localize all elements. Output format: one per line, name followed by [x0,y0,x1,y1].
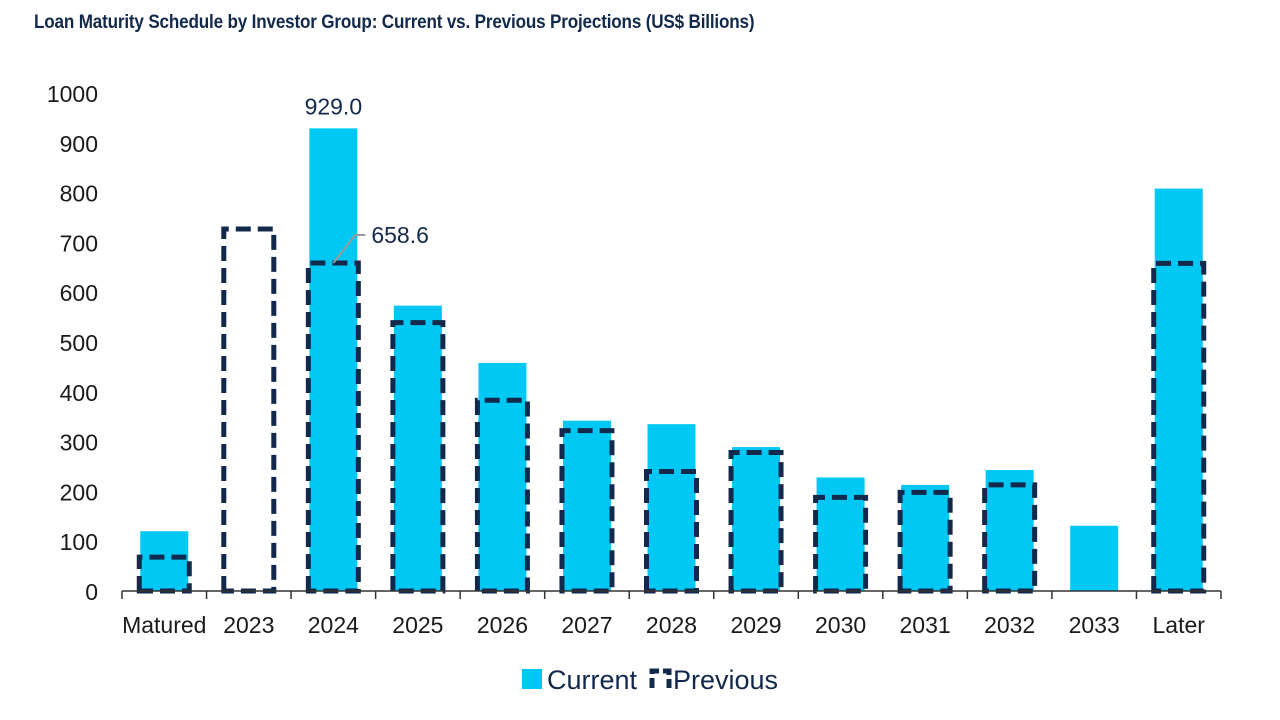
x-tick-label: Later [1153,612,1206,638]
y-tick-label: 200 [60,479,98,505]
x-axis: Matured 2023 2024 2025 2026 2027 2028 2029 2030 2… [121,590,1222,638]
x-tick-label: 2028 [646,612,697,638]
bar-current-2026 [478,362,527,591]
bar-current-2028 [647,424,696,591]
bar-current-2024 [309,128,358,591]
y-tick-label: 400 [60,380,98,406]
data-label-previous: 658.6 [371,222,429,248]
bar-current-2033 [1070,525,1119,591]
x-tick-label: 2025 [392,612,443,638]
bar-previous-2024 [305,260,361,594]
y-tick-label: 100 [60,529,98,555]
bar-current-2029 [732,447,781,591]
x-tick-label: 2032 [984,612,1035,638]
y-axis-ticks: 0 100 200 300 400 500 600 700 800 900 1000 [47,81,98,605]
bar-current-2032 [985,469,1034,591]
legend-label-current: Current [547,665,638,695]
x-tick-label: 2026 [477,612,528,638]
legend-label-previous: Previous [673,665,778,695]
legend: Current Previous [522,665,778,695]
y-tick-label: 300 [60,430,98,456]
data-label-current: 929.0 [305,93,363,119]
y-tick-label: 1000 [47,81,98,107]
x-tick-label: 2024 [308,612,359,638]
x-tick-label: 2030 [815,612,866,638]
bar-previous-later [1151,260,1207,594]
legend-swatch-previous [649,668,672,688]
bar-previous-2023 [221,226,277,594]
x-tick-label: 2027 [561,612,612,638]
x-tick-label: 2031 [900,612,951,638]
y-tick-label: 800 [60,181,98,207]
legend-swatch-current [522,669,542,689]
bar-previous-2028 [644,468,699,594]
bar-current-2025 [393,305,442,591]
chart-title: Loan Maturity Schedule by Investor Group… [34,12,755,33]
x-tick-label: 2023 [223,612,274,638]
x-tick-label: 2029 [730,612,781,638]
bar-current-later [1154,188,1203,591]
bar-current-matured [140,531,189,591]
y-tick-label: 0 [85,579,98,605]
x-tick-label: 2033 [1069,612,1120,638]
bar-current-2030 [816,477,865,591]
x-tick-label: Matured [122,612,206,638]
y-tick-label: 600 [60,280,98,306]
y-tick-label: 900 [60,131,98,157]
data-label-leader-line [332,234,366,264]
annotations: 929.0 658.6 [305,93,429,264]
bar-current-2031 [901,484,950,591]
y-tick-label: 700 [60,230,98,256]
bar-current-2027 [562,420,611,591]
current-bars [140,128,1203,591]
y-tick-label: 500 [60,330,98,356]
